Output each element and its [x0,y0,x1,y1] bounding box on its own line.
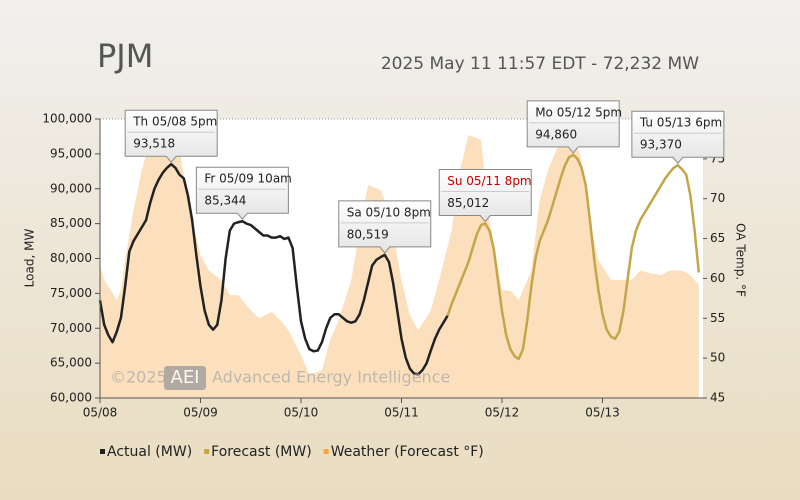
callout-box [124,109,218,163]
load-line [98,162,449,376]
callout-value: 85,012 [447,196,489,210]
y2-tick-label: 70 [710,191,725,205]
y-tick-label: 80,000 [50,251,92,265]
weather-area [100,124,699,398]
watermark-name: Advanced Energy Intelligence [212,368,450,387]
callout-box [526,100,620,154]
callout-value: 80,519 [347,227,389,241]
y-tick-label: 65,000 [50,356,92,370]
y2-tick-label: 55 [710,311,725,325]
y2-tick-label: 45 [710,391,725,405]
y2-axis-label: OA Temp. °F [734,223,748,297]
callout-value: 93,518 [133,137,175,151]
callout-box [195,166,289,221]
x-tick-label: 05/09 [183,406,218,420]
callout-value: 93,370 [640,138,682,152]
y2-tick-label: 60 [710,271,725,285]
watermark-logo: AEI [171,367,200,388]
y-tick-label: 60,000 [50,391,92,405]
legend-label: Weather (Forecast °F) [331,444,484,460]
y2-tick-label: 65 [710,231,725,245]
y-tick-label: 100,000 [42,112,92,126]
y-tick-label: 95,000 [50,146,92,160]
callout-box [338,200,432,254]
y-tick-label: 90,000 [50,181,92,195]
callout-box [438,169,532,223]
legend-swatch [100,449,105,454]
plot: 60,000 65,000 70,000 75,000 80,000 85,000 90,0… [42,100,725,420]
x-tick-label: 05/08 [83,406,118,420]
callout-label: Mo 05/12 5pm [535,105,622,119]
y-tick-label: 75,000 [50,286,92,300]
legend-swatch [323,449,329,454]
chart-title: PJM [97,37,153,75]
watermark: ©2025 AEI Advanced Energy Intelligence [110,366,450,390]
callout-label: Tu 05/13 6pm [639,116,722,130]
y-tick-label: 70,000 [50,321,92,335]
load-line [446,153,701,361]
callout-value: 85,344 [204,194,246,208]
plot-area [100,119,703,398]
x-tick-label: 05/11 [384,406,419,420]
y-axis-label: Load, MW [23,229,37,288]
legend-label: Actual (MW) [107,444,192,460]
x-tick-label: 05/13 [585,406,620,420]
x-tick-label: 05/10 [284,406,319,420]
callout-box [631,110,725,165]
callout-label: Th 05/08 5pm [132,115,217,129]
callout-label: Su 05/11 8pm [447,174,531,188]
watermark-logo-box [164,366,206,390]
legend-label: Forecast (MW) [211,444,312,460]
y-tick-label: 85,000 [50,216,92,230]
legend: Actual (MW) Forecast (MW) Weather (Forecas… [100,444,484,460]
x-tick-label: 05/12 [485,406,520,420]
legend-swatch [204,449,210,454]
callout-label: Sa 05/10 8pm [347,205,431,219]
watermark-copyright: ©2025 [110,368,167,387]
callout-value: 94,860 [535,127,577,141]
y2-tick-label: 50 [710,351,725,365]
chart-subtitle: 2025 May 11 11:57 EDT - 72,232 MW [381,54,699,74]
callout-label: Fr 05/09 10am [204,172,292,186]
